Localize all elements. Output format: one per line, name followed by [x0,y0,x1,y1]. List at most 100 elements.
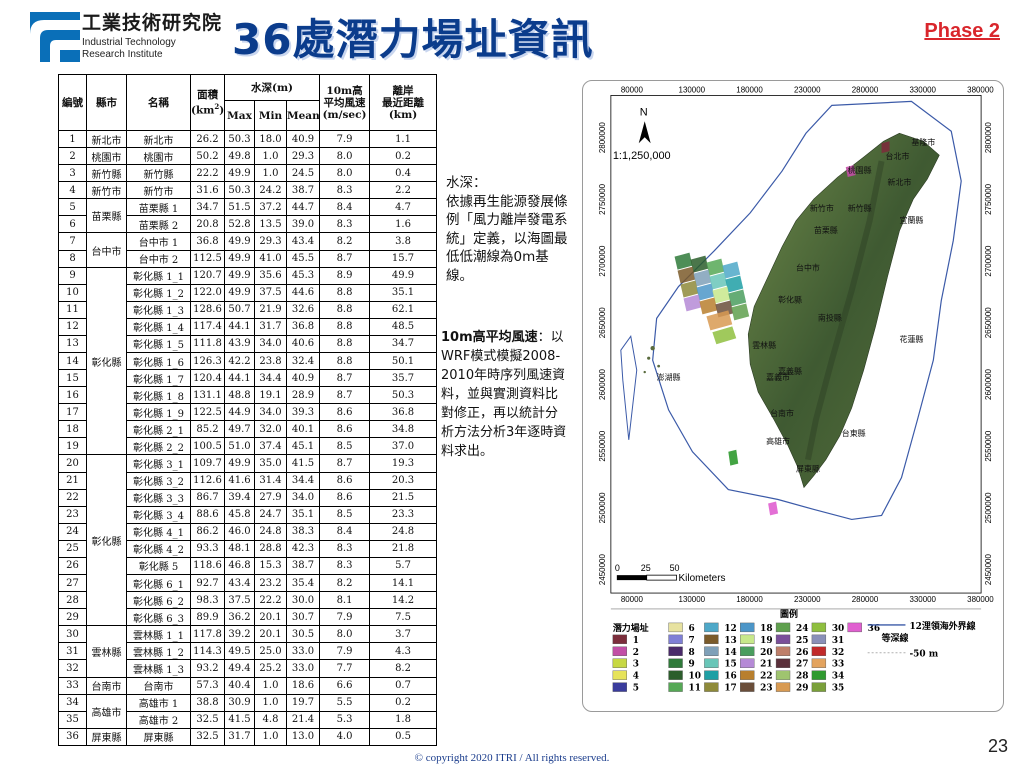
cell-area: 122.5 [190,403,225,422]
legend-item-label: 29 [796,684,808,694]
cell-id: 30 [58,625,87,644]
cell-depth-max: 43.9 [224,334,255,354]
cell-wind: 7.9 [319,642,371,661]
cell-name: 台中市 2 [126,249,191,268]
legend-boundary-label: 12浬領海外界線 [909,620,975,632]
potential-sites [674,141,890,516]
header-depth-mean: Mean [285,100,321,131]
legend-item-label: 28 [796,672,808,682]
cell-name: 彰化縣 4_2 [126,539,191,558]
table-row: 3 新竹縣 新竹縣 22.2 49.9 1.0 24.5 8.0 0.4 [58,164,438,183]
cell-depth-mean: 28.9 [285,386,321,405]
cell-distance: 3.7 [369,625,438,644]
cell-id: 1 [58,129,87,149]
cell-depth-min: 1.0 [254,693,287,712]
cell-area: 120.7 [190,266,225,285]
cell-depth-mean: 32.4 [285,352,321,371]
cell-depth-min: 34.0 [254,334,287,354]
legend-item-label: 10 [688,672,700,682]
y-tick-label-right: 2600000 [984,368,993,400]
cell-distance: 19.3 [369,454,438,473]
table-row: 24 彰化縣 4_1 86.2 46.0 24.8 38.3 8.4 24.8 [58,522,438,541]
legend-swatch [740,622,755,633]
cell-name: 彰化縣 2_1 [126,420,191,439]
cell-depth-min: 24.2 [254,181,287,200]
cell-area: 118.6 [190,556,225,576]
cell-county: 苗栗縣 [86,198,127,234]
table-row: 19 彰化縣 2_2 100.5 51.0 37.4 45.1 8.5 37.0 [58,437,438,456]
legend-swatch [740,634,755,645]
cell-name: 高雄市 2 [126,710,191,729]
cell-id: 27 [58,574,87,593]
cell-depth-min: 31.4 [254,471,287,490]
city-label: 宜蘭縣 [899,215,923,225]
cell-depth-max: 44.1 [224,369,255,388]
cell-depth-max: 50.3 [224,129,255,149]
cell-id: 36 [58,727,87,747]
cell-depth-min: 13.5 [254,215,287,234]
cell-depth-mean: 41.5 [285,454,321,473]
city-label: 花蓮縣 [899,334,923,344]
site-block [693,269,712,287]
site-table-body: 1 新北市 新北市 26.2 50.3 18.0 40.9 7.9 1.1 2 桃園市 桃園市 50.2… [58,129,438,747]
cell-county: 高雄市 [86,693,127,729]
cell-depth-max: 43.4 [224,574,255,593]
wind-note: 10m高平均風速：以WRF模式模擬2008-2010年時序列風速資料，並與實測資… [441,328,569,461]
cell-name: 雲林縣 1_1 [126,625,191,644]
cell-wind: 8.5 [319,437,371,456]
header-area-sup: 2 [214,101,220,111]
table-row: 21 彰化縣 3_2 112.6 41.6 31.4 34.4 8.6 20.3 [58,471,438,490]
site-block [706,258,725,276]
cell-id: 21 [58,471,87,490]
legend-item-label: 25 [796,636,808,646]
cell-name: 新北市 [126,129,191,149]
legend-item-label: 32 [832,648,844,658]
north-arrow-icon: N [638,106,651,144]
cell-name: 新竹市 [126,181,191,200]
cell-depth-min: 1.0 [254,164,287,183]
cell-id: 16 [58,386,87,405]
legend-item-label: 2 [633,648,639,658]
x-tick-label-bottom: 330000 [909,595,936,604]
legend-swatch [612,670,627,680]
cell-wind: 8.5 [319,505,371,524]
city-label: 新北市 [888,177,912,187]
legend-item-label: 24 [796,624,808,634]
cell-wind: 8.8 [319,300,371,319]
cell-distance: 50.1 [369,352,438,371]
cell-id: 28 [58,591,87,610]
logo-name-en: Industrial Technology Research Institute [82,37,222,61]
cell-id: 10 [58,283,87,302]
site-table-container: 編號 縣市 名稱 面積 (km2) 水深(m) 10m高 平均風速 (m/sec) 離… [58,74,438,747]
legend-item-label: 1 [633,636,639,646]
table-row: 28 彰化縣 6_2 98.3 37.5 22.2 30.0 8.1 14.2 [58,591,438,610]
cell-distance: 14.1 [369,574,438,593]
cell-depth-max: 40.4 [224,676,255,695]
cell-depth-max: 39.4 [224,488,255,507]
cell-distance: 8.2 [369,659,438,678]
cell-depth-max: 49.9 [224,249,255,268]
table-row: 16 彰化縣 1_8 131.1 48.8 19.1 28.9 8.7 50.3 [58,386,438,405]
legend-swatch [811,646,827,656]
cell-depth-mean: 45.5 [285,249,321,268]
header-area: 面積 (km2) [190,74,225,131]
table-row: 35 高雄市 2 32.5 41.5 4.8 21.4 5.3 1.8 [58,710,438,729]
cell-wind: 8.0 [319,147,371,166]
cell-depth-min: 34.0 [254,403,287,422]
cell-depth-min: 25.0 [254,642,287,661]
cell-distance: 1.1 [369,129,438,149]
cell-name: 屏東縣 [126,727,191,747]
cell-distance: 21.5 [369,488,438,507]
legend-swatch [704,622,719,633]
legend-item-label: 9 [688,660,694,670]
cell-id: 26 [58,556,87,576]
table-row: 33 台南市 台南市 57.3 40.4 1.0 18.6 6.6 0.7 [58,676,438,695]
table-row: 15 彰化縣 1_7 120.4 44.1 34.4 40.9 8.7 35.7 [58,369,438,388]
cell-name: 彰化縣 3_1 [126,454,191,473]
cell-area: 120.4 [190,369,225,388]
cell-distance: 0.2 [369,147,438,166]
cell-depth-min: 1.0 [254,727,287,747]
cell-wind: 8.8 [319,334,371,354]
cell-depth-mean: 13.0 [285,727,321,747]
